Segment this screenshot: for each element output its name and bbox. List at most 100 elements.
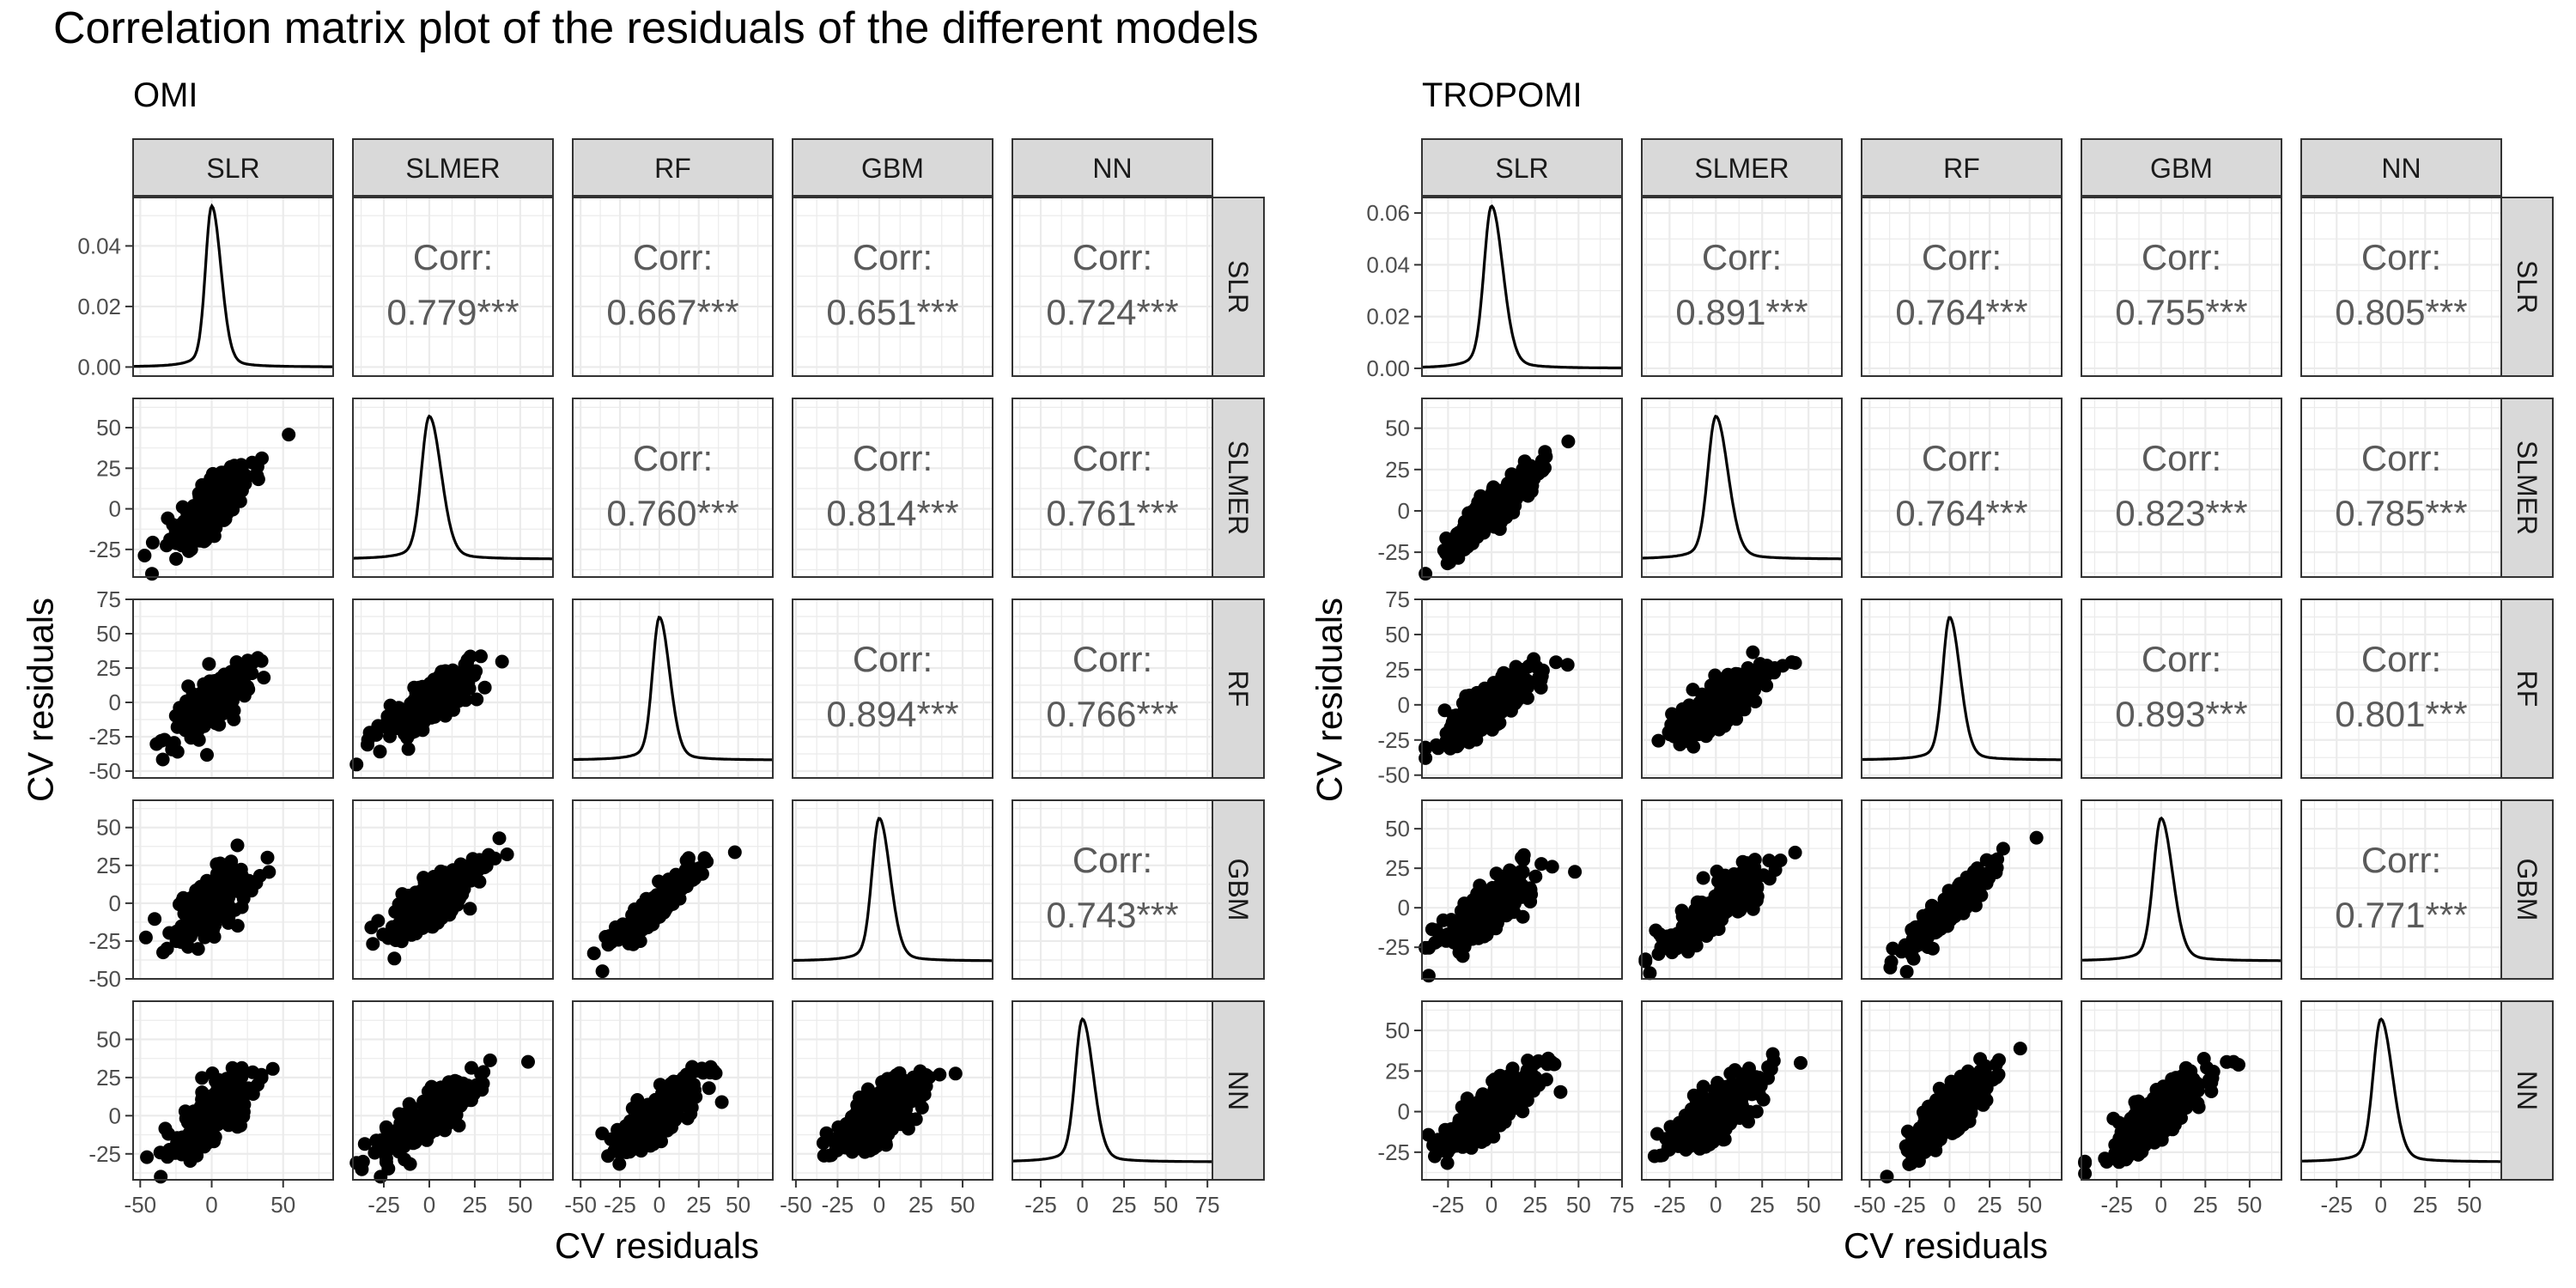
scatter-point (1765, 664, 1779, 678)
scatter-points (149, 651, 271, 767)
scatter-point (1419, 741, 1433, 756)
scatter-point (465, 1060, 478, 1075)
column-strip-label: RF (654, 153, 691, 184)
cell-background (1642, 197, 1842, 376)
scatter-point (246, 1087, 260, 1101)
scatter-points (349, 649, 509, 772)
scatter-point (1444, 913, 1459, 927)
scatter-point (454, 878, 469, 892)
scatter-point (386, 1134, 401, 1149)
corr-label: Corr: (2361, 438, 2441, 478)
scatter-point (200, 748, 214, 762)
cell-nn-gbm (792, 1000, 993, 1181)
scatter-point (495, 654, 509, 669)
cell-background (573, 197, 773, 376)
scatter-point (674, 1080, 689, 1095)
scatter-point (190, 725, 204, 739)
x-axis-label: CV residuals (555, 1225, 759, 1266)
cell-border (132, 799, 334, 980)
row-strip-label: GBM (1223, 859, 1254, 921)
scatter-point (179, 901, 193, 915)
row-strip-label: NN (2512, 1071, 2543, 1110)
y-tick-label: 25 (1385, 457, 1410, 483)
y-tick-label: -50 (88, 966, 121, 992)
scatter-point (204, 915, 218, 930)
corr-value: 0.764*** (1895, 292, 2027, 332)
corr-label: Corr: (633, 438, 713, 478)
cell-background (1642, 398, 1842, 577)
cell-border (132, 398, 334, 578)
y-tick-label: 0 (109, 890, 121, 916)
scatter-points (364, 831, 514, 966)
row-strip-slmer (1212, 398, 1265, 578)
corr-label: Corr: (1072, 237, 1152, 277)
panel-tropomi: TROPOMI SLR SLMER RF GBM NN SLR SLMER RF GBM NN 0.0… (1309, 76, 2554, 1266)
cell-background (2081, 197, 2281, 376)
scatter-point (202, 657, 216, 671)
scatter-point (178, 1104, 192, 1119)
cell-slmer-gbm: Corr: 0.823*** (2081, 398, 2282, 578)
scatter-point (426, 1123, 440, 1138)
scatter-point (1665, 945, 1680, 960)
scatter-point (670, 1096, 684, 1110)
corr-value: 0.760*** (606, 493, 738, 533)
x-tick-label: 50 (270, 1192, 295, 1218)
y-tick-label: 0 (109, 690, 121, 715)
scatter-point (682, 851, 696, 866)
x-tick-label: 0 (873, 1192, 885, 1218)
scatter-point (1549, 655, 1564, 670)
scatter-point (196, 695, 210, 709)
scatter-point (450, 897, 465, 912)
cell-background (1422, 197, 1622, 376)
y-tick-label: 75 (96, 586, 121, 612)
y-tick-label: 50 (1385, 816, 1410, 841)
cell-background (793, 197, 993, 376)
scatter-point (461, 1078, 475, 1093)
scatter-point (1422, 940, 1437, 955)
scatter-point (435, 901, 450, 915)
cell-gbm-slr (132, 799, 334, 981)
scatter-point (1668, 726, 1682, 740)
scatter-point (1696, 871, 1710, 885)
x-tick-label: 25 (686, 1192, 711, 1218)
scatter-point (1425, 922, 1439, 937)
corr-value: 0.779*** (386, 292, 519, 332)
scatter-point (451, 686, 465, 701)
scatter-point (1759, 678, 1774, 693)
scatter-point (1483, 703, 1497, 718)
corr-value: 0.667*** (606, 292, 738, 332)
cell-border (792, 598, 993, 779)
corr-label: Corr: (853, 237, 933, 277)
scatter-point (213, 698, 228, 713)
scatter-point (355, 1154, 370, 1169)
cell-border (1012, 398, 1213, 578)
scatter-point (1494, 872, 1509, 887)
scatter-point (1517, 454, 1532, 469)
corr-label: Corr: (633, 237, 713, 277)
x-tick-label: 50 (951, 1192, 975, 1218)
row-strip-label: RF (1223, 671, 1254, 708)
cell-slmer-slr (1419, 398, 1624, 581)
scatter-point (251, 472, 265, 487)
scatter-point (349, 757, 364, 772)
scatter-point (195, 1071, 210, 1085)
row-strip-nn (1212, 1000, 1265, 1181)
scatter-point (687, 1078, 701, 1092)
scatter-point (697, 851, 712, 866)
y-tick-label: 50 (96, 815, 121, 841)
scatter-point (398, 1152, 412, 1167)
y-tick-label: 0.06 (1366, 200, 1410, 226)
scatter-point (369, 727, 384, 742)
scatter-point (197, 930, 212, 945)
scatter-point (1527, 652, 1541, 666)
cell-rf-rf (572, 598, 774, 779)
scatter-point (708, 1066, 723, 1080)
scatter-point (407, 680, 422, 695)
scatter-point (174, 1147, 189, 1162)
scatter-point (598, 930, 613, 944)
scatter-point (671, 869, 686, 884)
corr-label: Corr: (2361, 639, 2441, 679)
x-tick-label: 50 (507, 1192, 532, 1218)
cell-rf-nn: Corr: 0.801*** (2300, 598, 2502, 779)
